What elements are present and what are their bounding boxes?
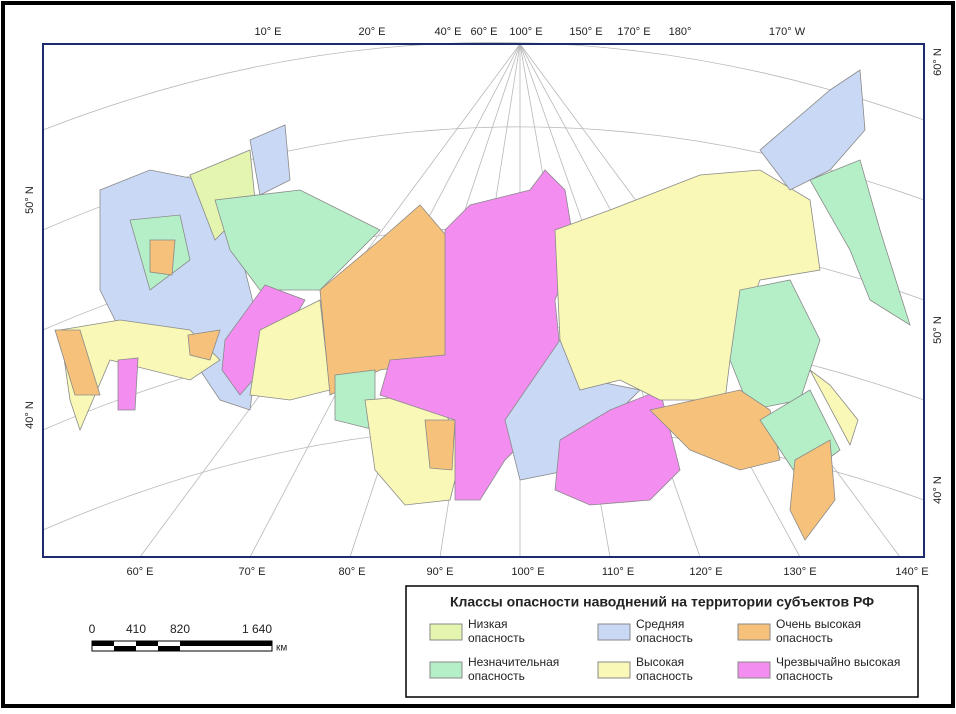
graticule-label: 50° N: [932, 316, 944, 344]
graticule-label: 50° N: [24, 186, 36, 214]
scale-label: 410: [126, 622, 146, 636]
legend-label: Очень высокая опасность: [776, 617, 861, 645]
graticule-label: 40° N: [24, 401, 36, 429]
graticule-label: 170° E: [617, 26, 650, 38]
legend-label: Средняя опасность: [636, 617, 693, 645]
scale-bar: [91, 640, 273, 652]
graticule-label: 20° E: [358, 26, 385, 38]
legend-swatch: [737, 661, 771, 679]
legend-label: Высокая опасность: [636, 655, 693, 683]
legend-title: Классы опасности наводнений на территори…: [450, 594, 874, 610]
graticule-label: 10° E: [254, 26, 281, 38]
scale-label: 0: [89, 622, 96, 636]
regions: [54, 69, 911, 541]
graticule-label: 100° E: [509, 26, 542, 38]
graticule-label: 90° E: [426, 566, 453, 578]
legend-label: Чрезвычайно высокая опасность: [776, 655, 900, 683]
legend-label: Незначительная опасность: [468, 655, 559, 683]
graticule-label: 40° N: [932, 476, 944, 504]
legend-swatch: [429, 661, 463, 679]
legend-swatch: [597, 623, 631, 641]
scale-label: 820: [170, 622, 190, 636]
graticule-label: 70° E: [238, 566, 265, 578]
graticule-label: 140° E: [895, 566, 928, 578]
graticule-label: 180°: [669, 26, 692, 38]
legend-swatch: [429, 623, 463, 641]
graticule-label: 60° N: [932, 48, 944, 76]
scale-unit: км: [276, 643, 287, 654]
graticule-label: 60° E: [470, 26, 497, 38]
graticule-label: 60° E: [126, 566, 153, 578]
graticule-label: 110° E: [602, 566, 634, 578]
scale-label: 1 640: [242, 622, 272, 636]
graticule-label: 170° W: [769, 26, 806, 38]
graticule-label: 80° E: [338, 566, 365, 578]
graticule-label: 120° E: [689, 566, 722, 578]
map-frame: [42, 43, 925, 558]
graticule-label: 40° E: [434, 26, 461, 38]
graticule-label: 130° E: [783, 566, 816, 578]
legend-box: [405, 585, 919, 698]
graticule-label: 150° E: [569, 26, 602, 38]
legend-swatch: [737, 623, 771, 641]
legend-swatch: [597, 661, 631, 679]
legend-label: Низкая опасность: [468, 617, 525, 645]
graticule-label: 100° E: [511, 566, 544, 578]
